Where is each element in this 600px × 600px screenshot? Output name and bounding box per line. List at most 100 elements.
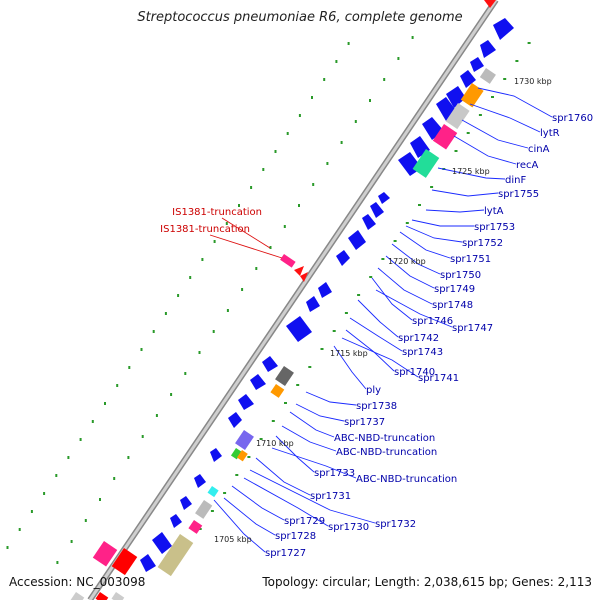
gene-label[interactable]: cinA [528,144,550,155]
gene-label[interactable]: spr1741 [418,373,459,384]
gene-label[interactable]: spr1749 [434,284,475,295]
feature-orange[interactable] [236,450,248,462]
gene-label[interactable]: spr1740 [394,367,435,378]
gc-dot [298,114,301,117]
gene-label[interactable]: dinF [505,175,526,186]
cds-feature[interactable] [262,356,278,372]
gene-label[interactable]: spr1746 [412,316,453,327]
gc-dot [212,330,215,333]
feature-gray[interactable] [195,500,213,519]
cds-feature[interactable] [306,296,320,312]
gc-dot [418,204,421,206]
cds-feature[interactable] [470,57,484,72]
gene-label[interactable]: spr1738 [356,401,397,412]
gene-label[interactable]: lytA [484,206,504,217]
cds-feature[interactable] [250,374,266,390]
mobile-element[interactable] [484,0,496,8]
gene-label[interactable]: spr1732 [375,519,416,530]
gene-label[interactable]: spr1742 [398,333,439,344]
gene-label[interactable]: spr1728 [275,531,316,542]
cds-feature[interactable] [370,202,384,218]
cds-feature[interactable] [170,514,182,528]
mobile-element-label[interactable]: IS1381-truncation [172,207,262,218]
gene-label[interactable]: ABC-NBD-truncation [356,474,457,485]
feature-gray[interactable] [445,103,470,130]
feature-orange[interactable] [460,83,484,108]
gene-label[interactable]: spr1755 [498,189,539,200]
gene-label[interactable]: ABC-NBD-truncation [336,447,437,458]
gene-label[interactable]: spr1750 [440,270,481,281]
gene-label[interactable]: spr1731 [310,491,351,502]
feature-red[interactable] [95,592,109,600]
gene-label[interactable]: recA [516,160,539,171]
cds-feature[interactable] [180,496,192,510]
gene-label[interactable]: spr1760 [552,113,593,124]
gene-label[interactable]: spr1751 [450,254,491,265]
gc-dot [184,372,187,375]
leader-line [255,457,311,496]
gene-label[interactable]: lytR [540,128,560,139]
feature-magenta[interactable] [188,520,203,534]
cds-feature[interactable] [194,474,206,488]
gene-label[interactable]: spr1729 [284,516,325,527]
cds-feature[interactable] [152,532,172,554]
gene-label[interactable]: spr1747 [452,323,493,334]
feature-red[interactable] [111,548,138,576]
cds-feature[interactable] [336,250,350,266]
cds-feature[interactable] [362,214,376,230]
cds-feature[interactable] [480,40,496,58]
gc-dot [259,438,263,440]
is-element[interactable] [280,253,308,282]
gene-label[interactable]: ABC-NBD-truncation [334,433,435,444]
feature-cyan[interactable] [207,486,219,498]
gc-dot [269,246,272,249]
gene-label[interactable]: spr1748 [432,300,473,311]
gene-label[interactable]: spr1737 [344,417,385,428]
gc-dot [79,438,82,441]
leader-line [349,317,403,352]
scale-tick-label: 1720 kbp [388,257,426,266]
feature-gray[interactable] [479,68,496,84]
scale-tick-label: 1730 kbp [514,77,552,86]
feature-magenta[interactable] [432,124,458,150]
cds-feature[interactable] [460,70,476,88]
cds-feature[interactable] [446,86,466,108]
gc-dot [411,36,414,39]
cds-feature[interactable] [318,282,332,298]
gene-label[interactable]: spr1730 [328,522,369,533]
cds-feature[interactable] [493,18,514,40]
cds-feature[interactable] [378,192,390,204]
leader-line [249,469,376,524]
cds-feature[interactable] [286,316,312,342]
feature-gray[interactable] [275,366,294,386]
gc-dot [369,276,373,278]
cds-feature[interactable] [140,554,156,572]
gc-dot [127,456,130,459]
feature-khaki[interactable] [157,534,194,577]
feature-purple[interactable] [235,430,254,450]
gene-label[interactable]: ply [366,385,381,396]
gene-label[interactable]: spr1752 [462,238,503,249]
feature-gray[interactable] [70,592,85,600]
gene-label[interactable]: spr1733 [314,468,355,479]
feature-magenta[interactable] [92,541,118,567]
feature-orange[interactable] [270,384,285,398]
feature-green[interactable] [230,448,242,460]
gene-label[interactable]: spr1743 [402,347,443,358]
cds-feature[interactable] [228,412,242,428]
cds-feature[interactable] [210,448,222,462]
gene-label[interactable]: spr1727 [265,548,306,559]
leader-line [295,403,345,422]
gc-dot [430,186,434,188]
cds-feature[interactable] [348,230,366,250]
gc-dot [247,456,251,458]
gc-dot [99,498,101,501]
gc-dot [235,474,239,476]
mobile-element-label[interactable]: IS1381-truncation [160,224,250,235]
gene-label[interactable]: spr1753 [474,222,515,233]
feature-gray[interactable] [111,592,125,600]
gc-dot [335,60,338,63]
cds-feature[interactable] [238,394,254,410]
gc-dot [170,393,173,396]
feature-green[interactable] [412,149,440,178]
